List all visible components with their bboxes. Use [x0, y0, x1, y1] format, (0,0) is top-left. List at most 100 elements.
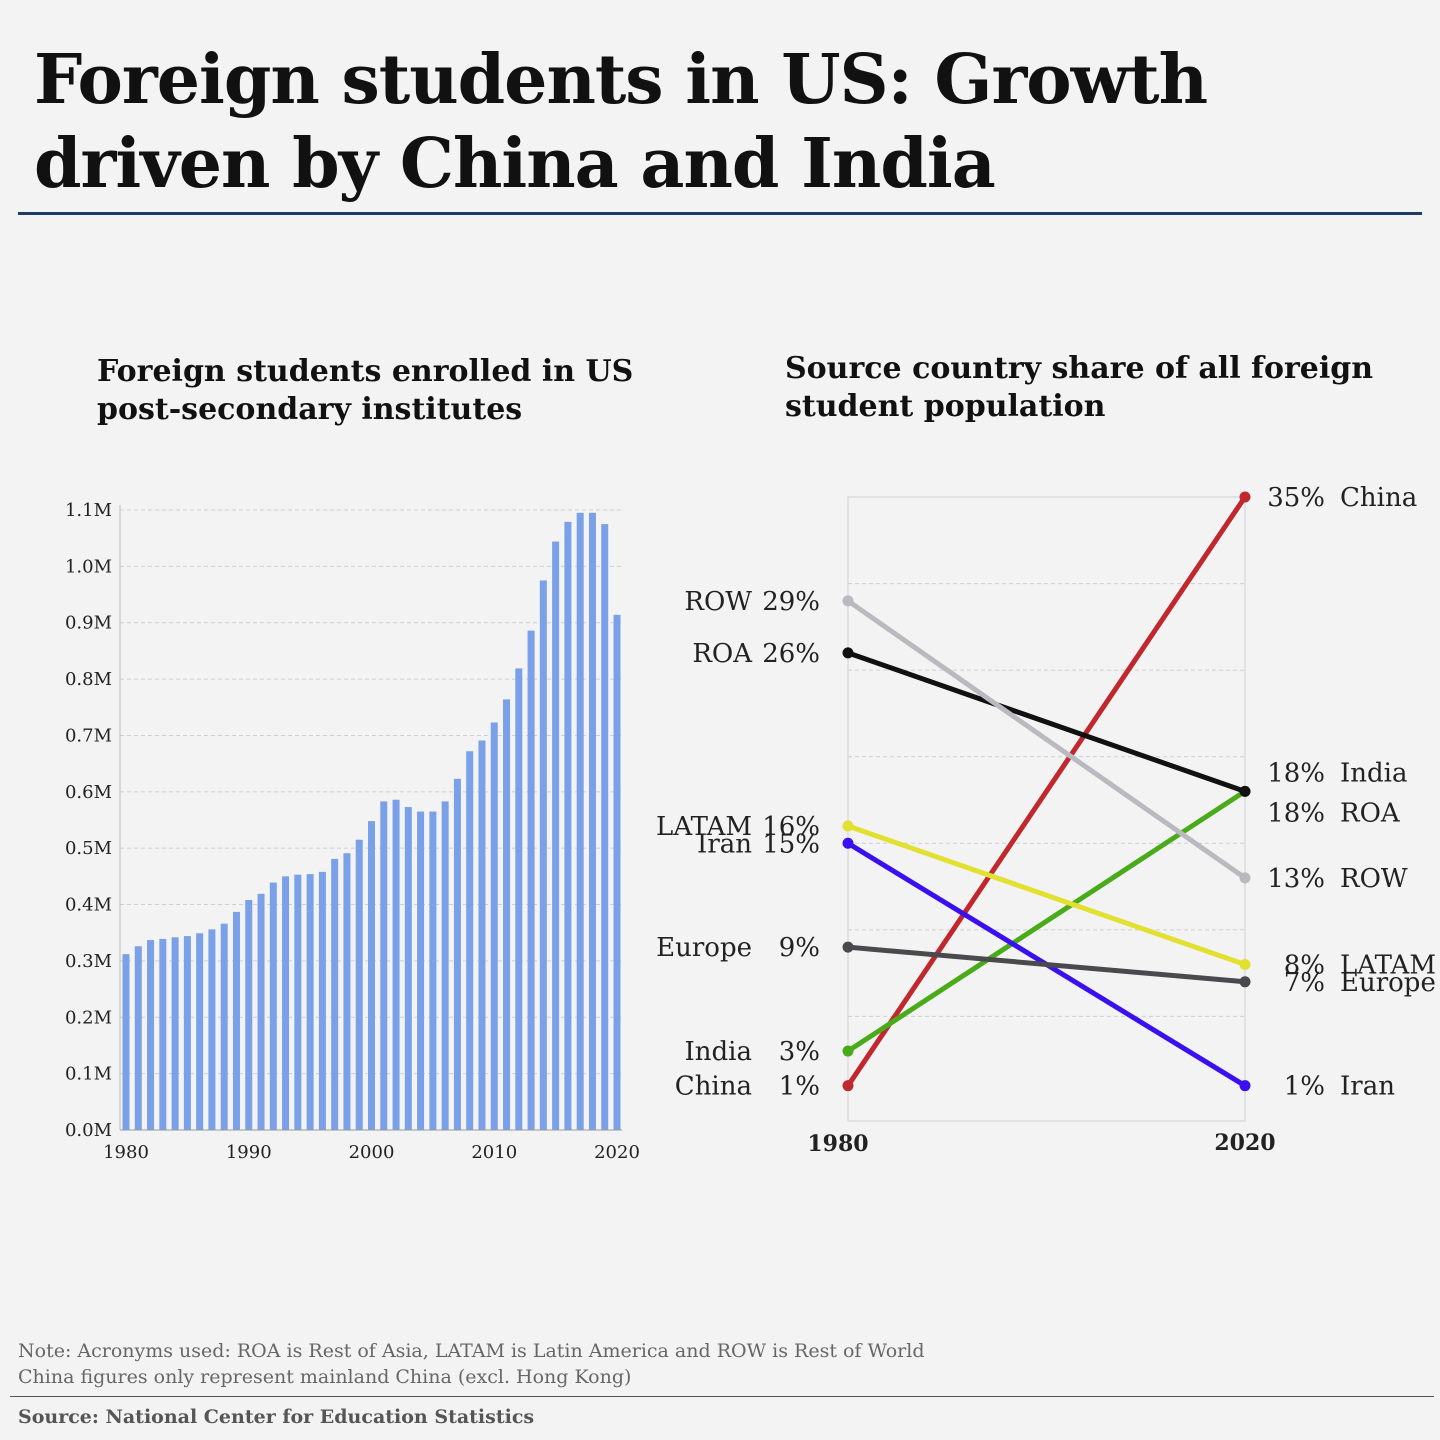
start-name-label: ROW: [684, 587, 752, 617]
plot-frame: [847, 496, 1246, 1122]
bar: [503, 699, 511, 1130]
bar: [306, 874, 314, 1130]
series-line-india: [845, 788, 1248, 1054]
bar: [196, 933, 204, 1130]
start-point-europe: [842, 941, 854, 953]
page-title: Foreign students in US: Growth driven by…: [34, 40, 1208, 204]
x-tick-label: 2010: [471, 1142, 517, 1163]
bar: [539, 580, 547, 1130]
bar: [318, 871, 326, 1130]
bar: [564, 521, 572, 1130]
slope-chart: China 1% 35% China India 3% 18% India ROA 26% 18% R…: [656, 483, 1436, 1157]
start-point-iran: [842, 837, 854, 849]
end-value-label: 7%: [1284, 968, 1325, 998]
start-name-label: ROA: [692, 639, 753, 669]
bar-chart-title: Foreign students enrolled in US post-sec…: [97, 354, 634, 427]
y-tick-label: 0.8M: [65, 669, 112, 690]
end-point-iran: [1239, 1080, 1251, 1092]
bar: [232, 911, 240, 1130]
end-point-china: [1239, 491, 1251, 503]
bar: [220, 923, 228, 1130]
start-value-label: 3%: [779, 1037, 820, 1067]
end-name-label: ROA: [1340, 798, 1401, 828]
end-point-latam: [1239, 958, 1251, 970]
bar: [368, 821, 375, 1130]
bar-chart: 0.0M 0.1M 0.2M 0.3M 0.4M 0.5M 0.6M 0.7M 0.8M 0.9M…: [65, 500, 640, 1163]
bar: [122, 954, 130, 1130]
start-value-label: 1%: [779, 1072, 820, 1102]
y-tick-label: 0.6M: [65, 782, 112, 803]
x-tick-label: 2000: [349, 1142, 395, 1163]
start-point-roa: [842, 647, 854, 659]
start-name-label: China: [675, 1072, 752, 1102]
end-value-label: 18%: [1267, 758, 1325, 788]
start-name-label: India: [685, 1037, 752, 1067]
bar: [441, 801, 449, 1130]
x-tick-label: 1990: [226, 1142, 272, 1163]
bar: [613, 614, 621, 1130]
bar: [331, 858, 339, 1130]
end-value-label: 13%: [1267, 864, 1325, 894]
bar: [392, 799, 400, 1130]
start-point-latam: [842, 820, 854, 832]
series-line-row: [845, 598, 1248, 881]
y-tick-label: 0.9M: [65, 613, 112, 634]
y-tick-label: 1.1M: [65, 500, 112, 521]
title-divider: [18, 212, 1422, 215]
start-value-label: 15%: [762, 829, 820, 859]
note-china: China figures only represent mainland Ch…: [18, 1366, 632, 1388]
bar: [466, 751, 474, 1130]
bar: [453, 778, 461, 1130]
start-value-label: 26%: [762, 639, 820, 669]
end-name-label: ROW: [1340, 864, 1408, 894]
bar: [380, 801, 388, 1130]
bar: [134, 946, 142, 1130]
bar: [159, 938, 167, 1130]
end-point-europe: [1239, 976, 1251, 988]
end-value-label: 1%: [1284, 1072, 1325, 1102]
start-point-india: [842, 1045, 854, 1057]
bar: [269, 882, 277, 1130]
y-tick-label: 0.3M: [65, 951, 112, 972]
bar: [171, 937, 179, 1130]
source-credit: Source: National Center for Education St…: [18, 1406, 535, 1428]
start-name-label: LATAM: [656, 812, 752, 842]
y-tick-label: 0.1M: [65, 1064, 112, 1085]
start-value-label: 29%: [762, 587, 820, 617]
end-name-label: China: [1340, 483, 1417, 513]
bar: [515, 668, 523, 1130]
series-line-latam: [845, 823, 1248, 967]
end-value-label: 35%: [1267, 483, 1325, 513]
bar: [257, 893, 265, 1130]
slope-chart-title: Source country share of all foreign stud…: [785, 351, 1374, 424]
end-value-label: 18%: [1267, 798, 1325, 828]
bar: [147, 940, 155, 1130]
bar: [576, 512, 584, 1130]
start-value-label: 9%: [779, 933, 820, 963]
start-name-label: Europe: [656, 933, 752, 963]
bar: [208, 929, 216, 1130]
y-tick-label: 1.0M: [65, 556, 112, 577]
series-line-roa: [845, 650, 1248, 794]
end-name-label: India: [1340, 758, 1407, 788]
y-tick-label: 0.7M: [65, 725, 112, 746]
x-tick-label: 2020: [1214, 1130, 1275, 1156]
y-tick-label: 0.4M: [65, 895, 112, 916]
start-value-label: 16%: [762, 812, 820, 842]
x-tick-label: 1980: [807, 1131, 868, 1157]
bar: [588, 512, 596, 1130]
end-point-row: [1239, 872, 1251, 884]
bar: [282, 876, 290, 1130]
bar: [552, 541, 560, 1130]
start-point-china: [842, 1080, 854, 1092]
series-line-china: [845, 494, 1248, 1089]
series-line-europe: [845, 944, 1248, 985]
bar: [527, 630, 535, 1130]
footer-divider: [10, 1396, 1434, 1397]
note-acronyms: Note: Acronyms used: ROA is Rest of Asia…: [18, 1340, 925, 1362]
x-tick-label: 1980: [103, 1142, 149, 1163]
end-name-label: Europe: [1340, 968, 1436, 998]
end-name-label: LATAM: [1340, 950, 1436, 980]
start-name-label: Iran: [697, 829, 752, 859]
